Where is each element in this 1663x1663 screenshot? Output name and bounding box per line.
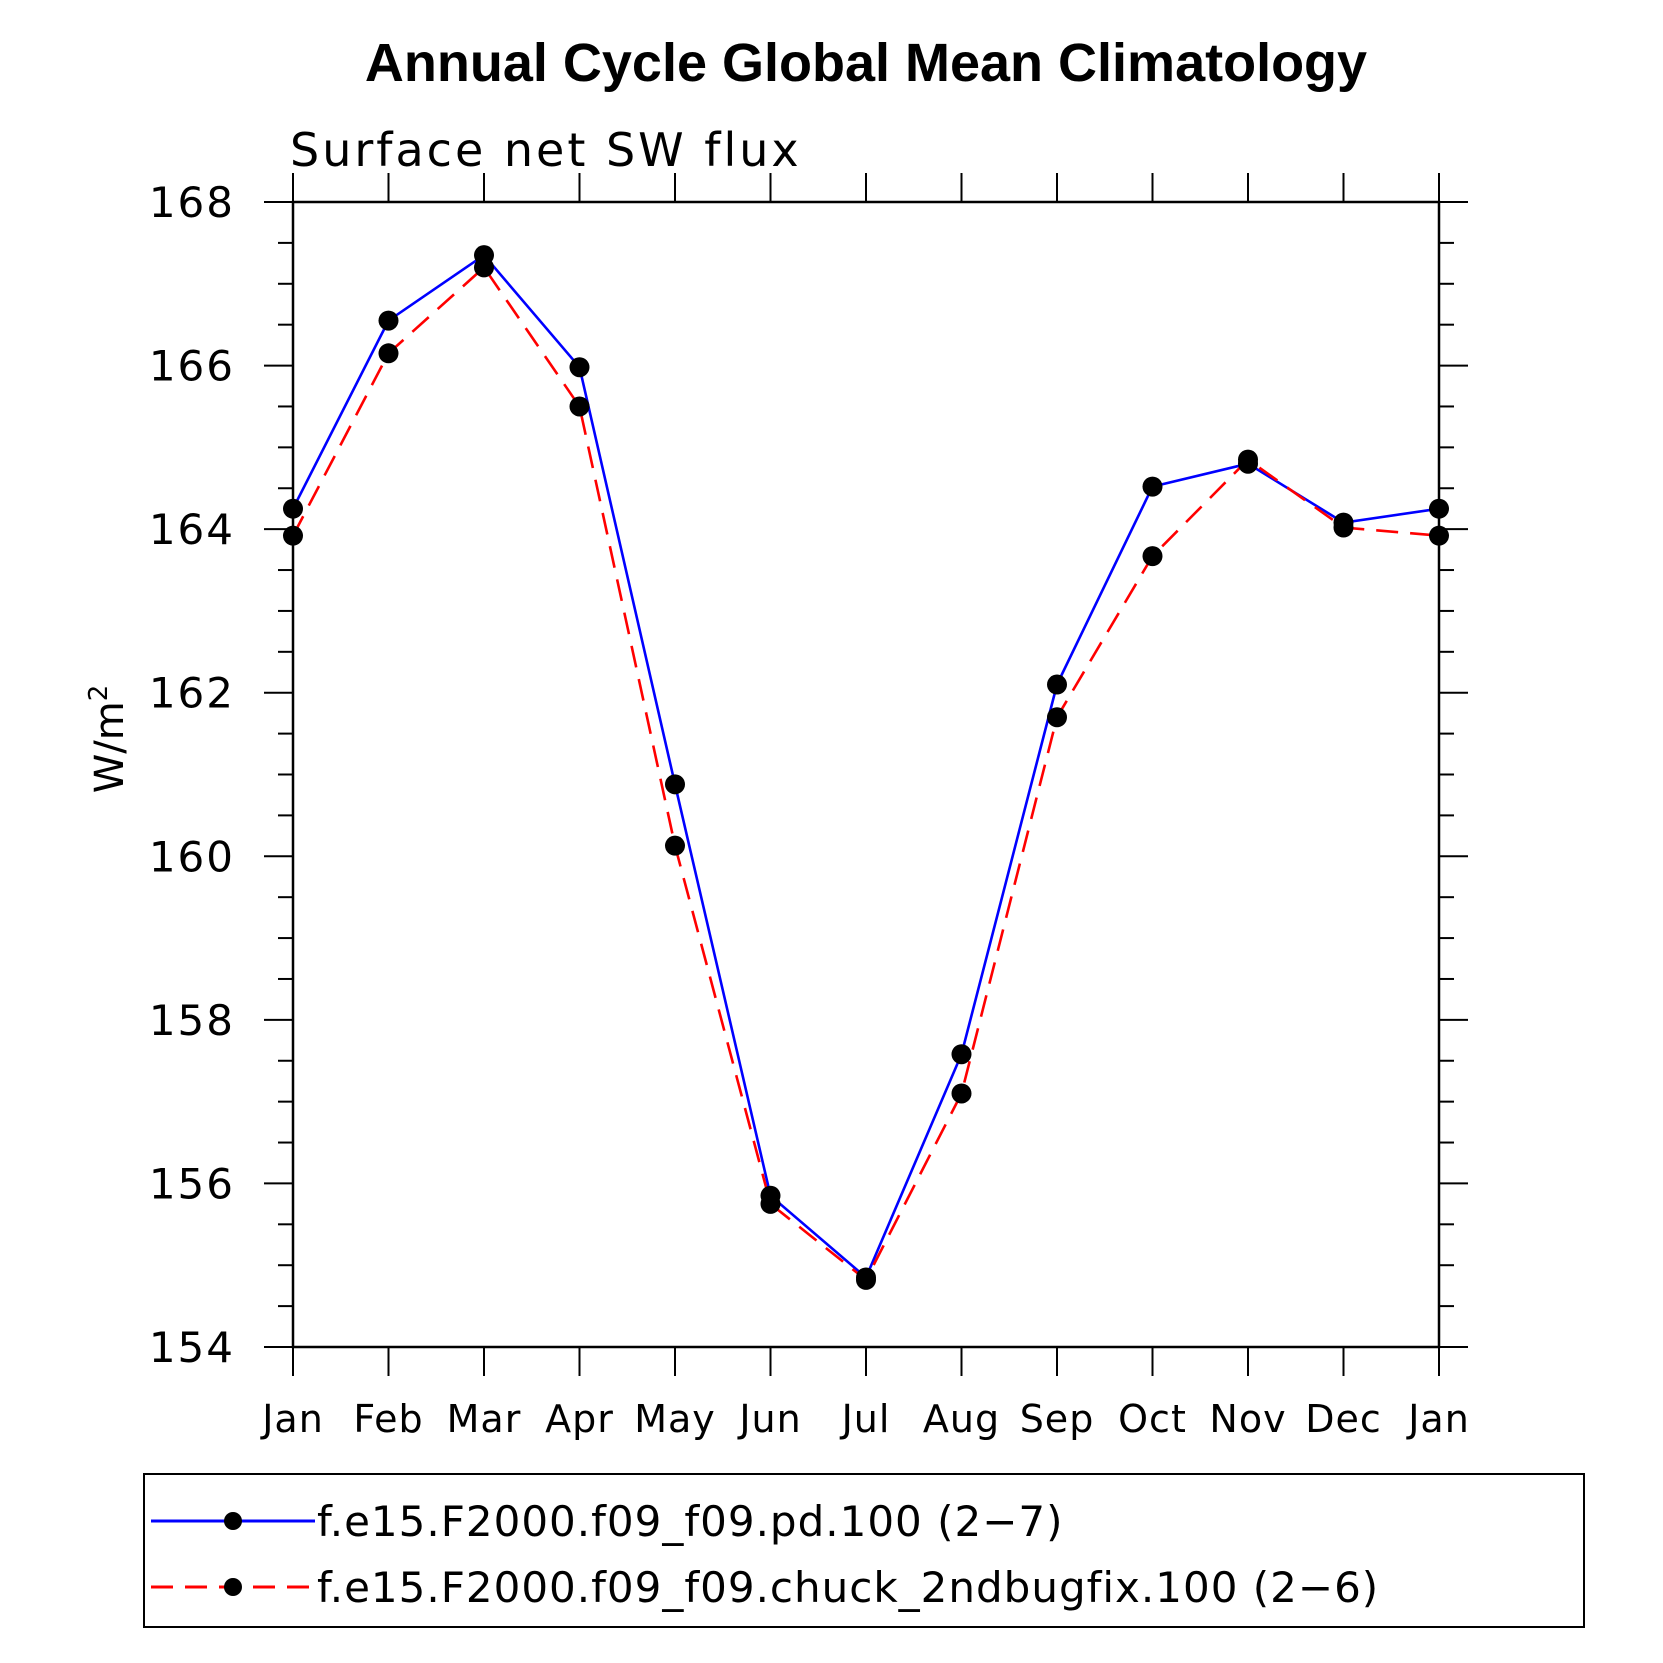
x-tick-label: Sep (1020, 1397, 1095, 1441)
chart-title: Annual Cycle Global Mean Climatology (365, 33, 1367, 93)
data-point-series-2 (760, 1193, 781, 1214)
data-point-series-1 (1142, 476, 1163, 497)
plot-area: 154 156 158 160 162 164 166 168 Jan Feb Mar Apr May J… (149, 173, 1470, 1441)
series-line-2 (291, 265, 1440, 1282)
data-point-series-2 (1142, 546, 1163, 567)
y-tick-label: 166 (149, 342, 235, 391)
data-point-series-1 (569, 357, 590, 378)
data-point-series-2 (856, 1269, 876, 1290)
x-tick-label: May (634, 1397, 716, 1441)
y-tick-label: 154 (149, 1323, 235, 1372)
y-tick-label: 158 (149, 996, 235, 1045)
y-axis-label: W/m2 (84, 685, 133, 794)
x-tick-label: Aug (923, 1397, 1000, 1441)
data-point-series-1 (1429, 498, 1449, 519)
data-point-series-1 (283, 498, 303, 519)
legend-marker-series-2 (224, 1578, 242, 1596)
data-point-series-2 (283, 525, 303, 546)
series-line-1 (291, 253, 1440, 1280)
legend-label-series-1: f.e15.F2000.f09_f09.pd.100 (2−7) (317, 1497, 1064, 1546)
x-tick-label: Nov (1209, 1397, 1286, 1441)
y-tick-label: 160 (149, 832, 235, 881)
chart-subtitle: Surface net SW flux (290, 123, 802, 177)
y-tick-label: 168 (149, 178, 235, 227)
x-tick-label: Jan (260, 1397, 324, 1441)
legend-label-series-2: f.e15.F2000.f09_f09.chuck_2ndbugfix.100 … (317, 1563, 1379, 1612)
data-point-series-2 (1333, 517, 1354, 538)
x-tick-label: Jul (840, 1397, 891, 1441)
legend-marker-series-1 (224, 1512, 242, 1530)
x-tick-label: Apr (545, 1397, 614, 1441)
data-point-series-2 (665, 835, 685, 856)
data-point-series-1 (378, 310, 399, 331)
plot-frame (291, 200, 1441, 1349)
x-tick-label: Dec (1305, 1397, 1382, 1441)
data-point-series-1 (1047, 674, 1067, 695)
legend-box (143, 1473, 1585, 1628)
y-axis-label-superscript: 2 (84, 685, 114, 702)
data-point-series-2 (1047, 707, 1067, 728)
data-point-series-2 (1238, 449, 1258, 470)
data-point-series-1 (951, 1044, 972, 1065)
y-axis-label-text: W/m (87, 701, 133, 793)
data-point-series-2 (951, 1083, 972, 1104)
data-point-series-2 (569, 396, 590, 417)
y-tick-label: 164 (149, 505, 235, 554)
x-tick-label: Oct (1118, 1397, 1187, 1441)
x-tick-label: Jun (737, 1397, 801, 1441)
x-tick-label: Jan (1406, 1397, 1470, 1441)
svg-text:W/m2: W/m2 (84, 685, 133, 794)
y-tick-label: 162 (149, 669, 235, 718)
data-point-series-2 (474, 257, 494, 278)
data-point-series-2 (378, 343, 399, 364)
legend: f.e15.F2000.f09_f09.pd.100 (2−7) f.e15.F… (143, 1473, 1585, 1628)
x-tick-label: Feb (353, 1397, 423, 1441)
x-tick-label: Mar (447, 1397, 522, 1441)
data-point-series-2 (1429, 525, 1449, 546)
y-tick-label: 156 (149, 1159, 235, 1208)
data-point-series-1 (665, 774, 685, 795)
